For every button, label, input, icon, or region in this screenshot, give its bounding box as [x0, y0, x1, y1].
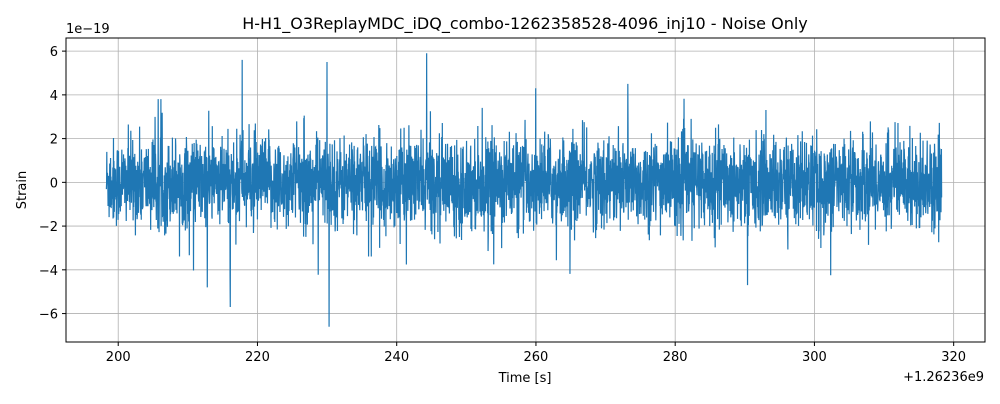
x-tick-label: 320 — [941, 350, 966, 365]
y-tick-label: −2 — [39, 220, 58, 235]
series-group — [105, 53, 943, 327]
x-axis-label: Time [s] — [498, 371, 552, 386]
y-tick-label: 6 — [50, 45, 58, 60]
x-tick-label: 280 — [663, 350, 688, 365]
x-tick-label: 200 — [106, 350, 131, 365]
y-scale-label: 1e−19 — [66, 22, 110, 37]
y-axis-label: Strain — [15, 171, 30, 210]
strain-series-line — [105, 53, 943, 327]
x-offset-label: +1.26236e9 — [903, 370, 984, 385]
x-tick-label: 220 — [245, 350, 270, 365]
y-tick-label: 4 — [50, 89, 58, 104]
y-axis-ticks: −6 −4 −2 0 2 4 6 — [39, 45, 66, 323]
y-tick-label: 2 — [50, 133, 58, 148]
x-tick-label: 300 — [802, 350, 827, 365]
y-tick-label: −6 — [39, 308, 58, 323]
y-tick-label: −4 — [39, 264, 58, 279]
x-tick-label: 260 — [524, 350, 549, 365]
x-tick-label: 240 — [384, 350, 409, 365]
chart-title: H-H1_O3ReplayMDC_iDQ_combo-1262358528-40… — [242, 14, 808, 34]
x-axis-ticks: 200 220 240 260 280 300 320 — [106, 342, 966, 365]
y-tick-label: 0 — [50, 176, 58, 191]
plot-frame — [65, 37, 986, 343]
